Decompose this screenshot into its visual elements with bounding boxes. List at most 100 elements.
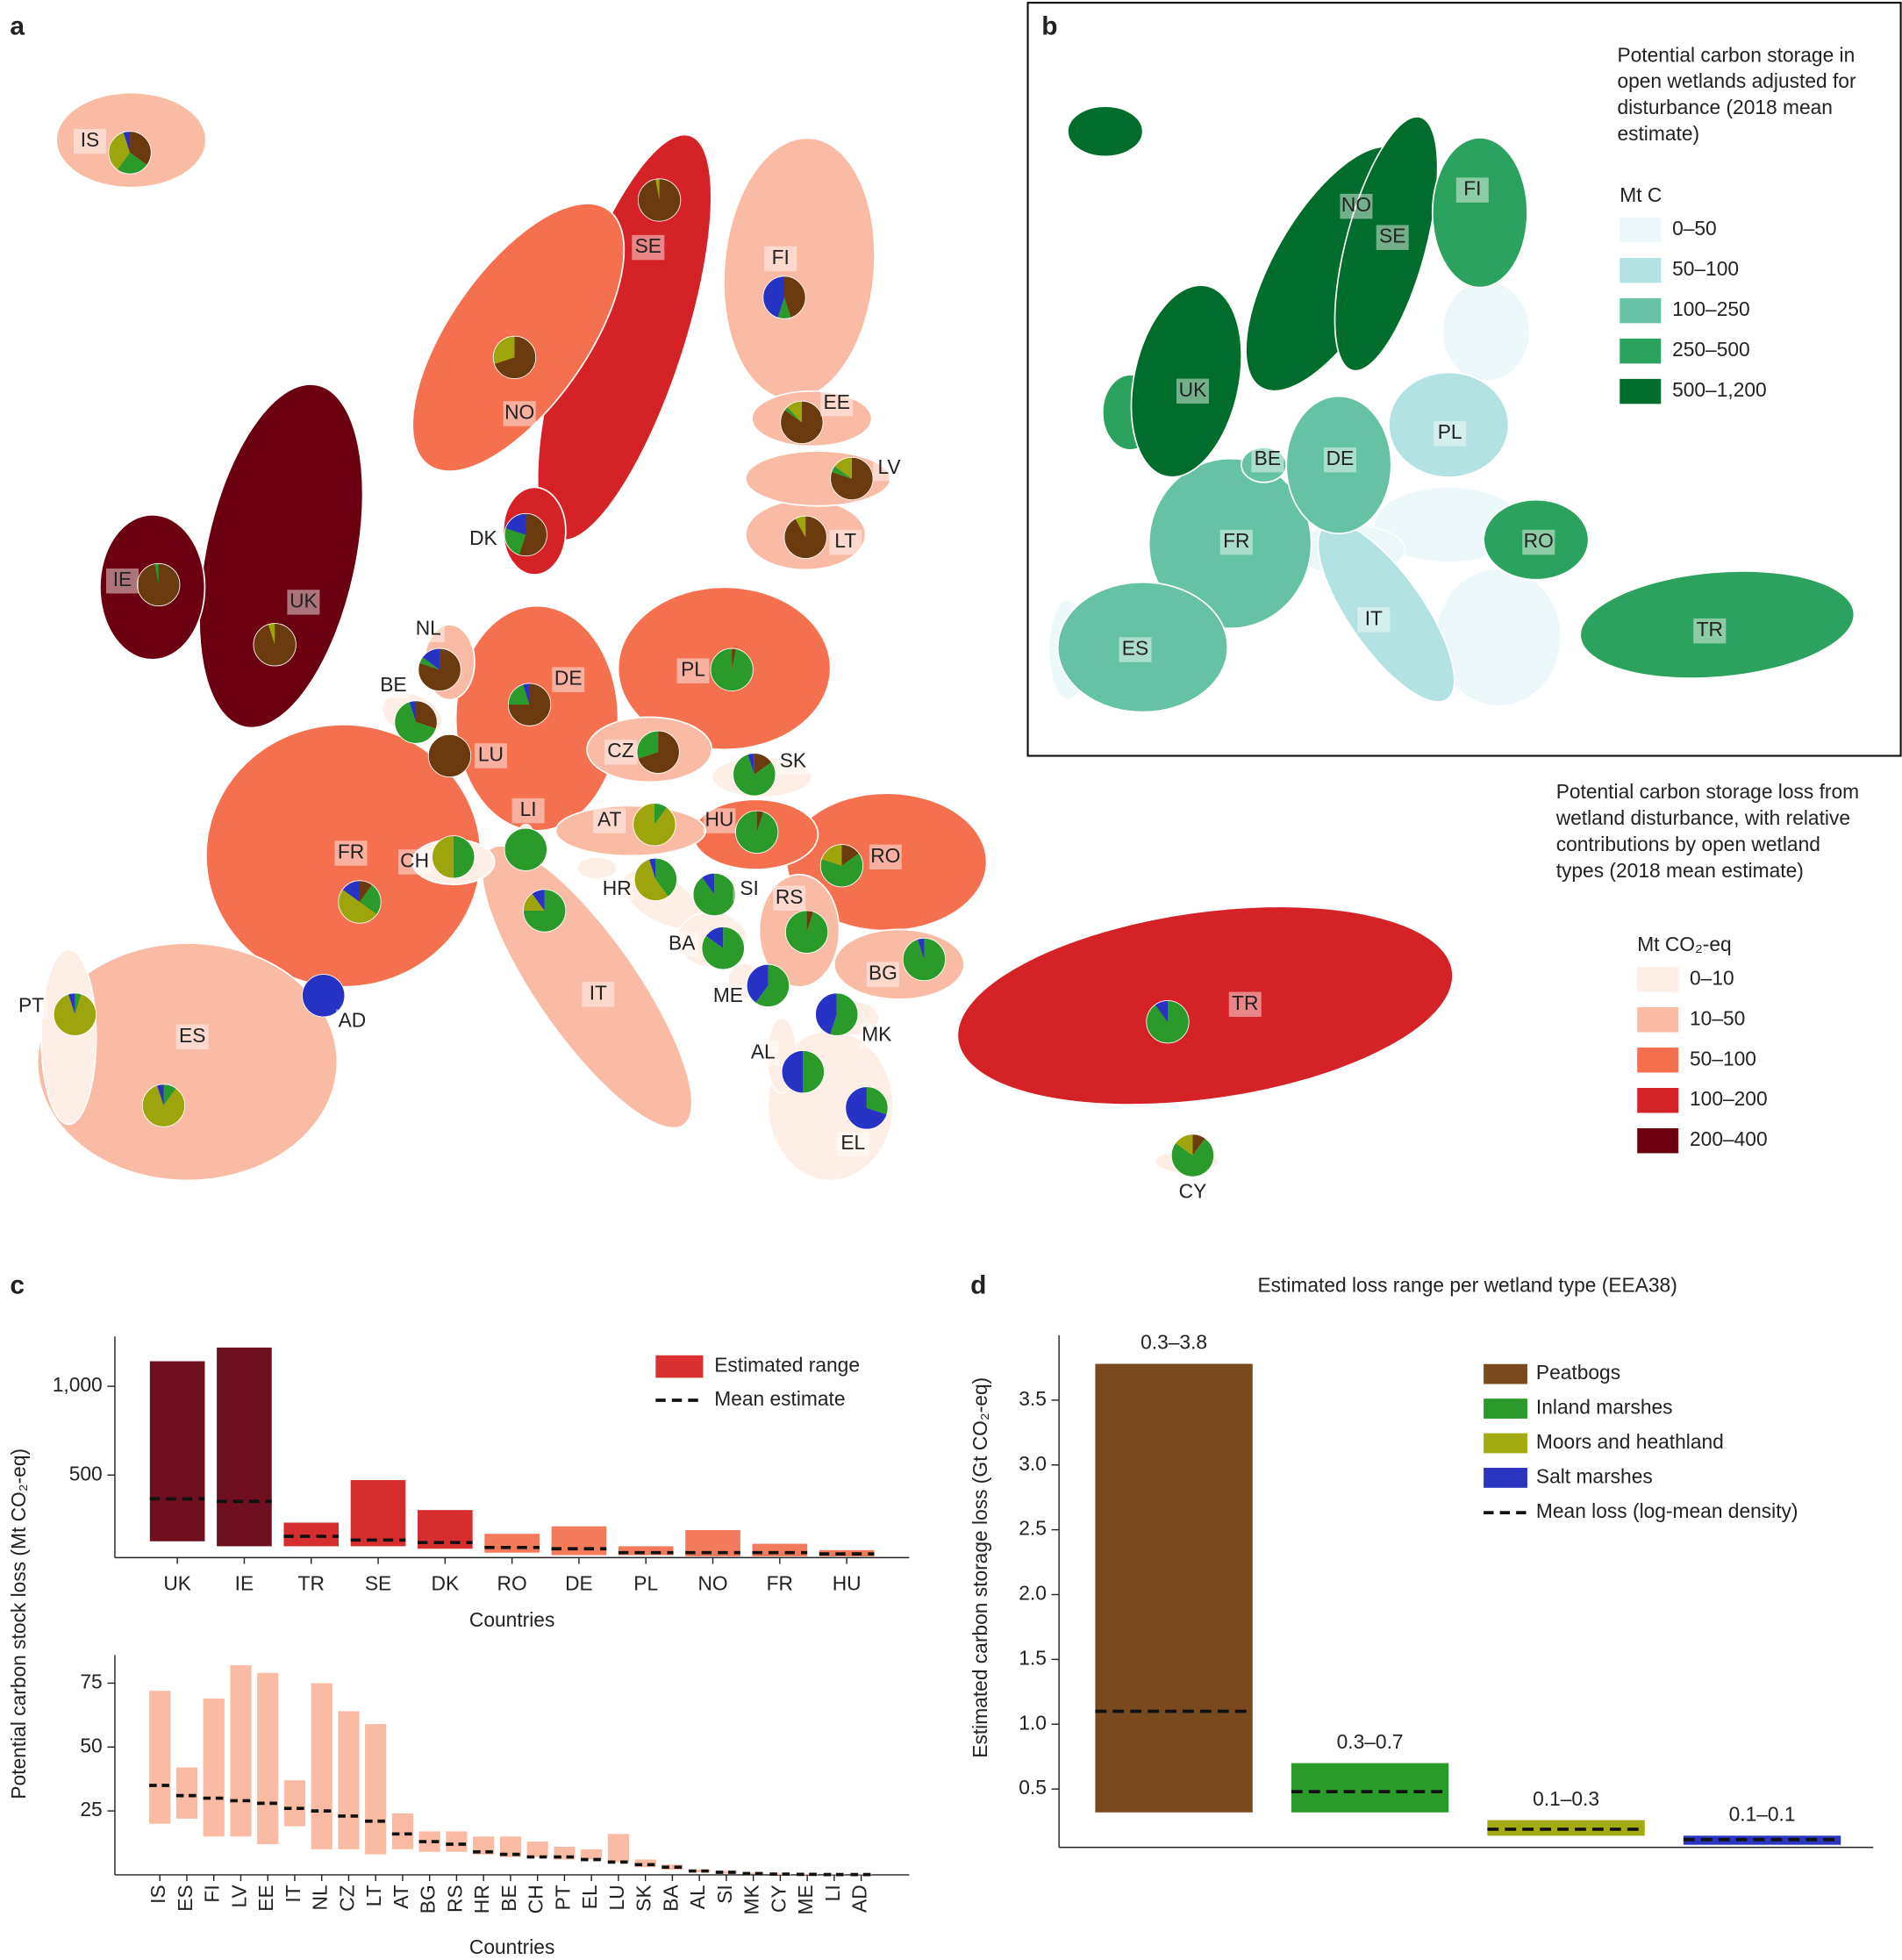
pie-slice [733, 754, 776, 797]
label-bg [676, 658, 710, 683]
pie-slice [633, 803, 676, 846]
x-tick-label: CZ [335, 1885, 358, 1911]
pie-slice [831, 466, 852, 479]
legend-swatch [1484, 1398, 1527, 1419]
range-bar [484, 1534, 540, 1553]
x-tick-label: ME [794, 1885, 817, 1914]
label-bg [866, 962, 899, 987]
pie-slice [903, 938, 946, 981]
country-shape [1148, 457, 1312, 630]
x-tick-label: FI [201, 1885, 224, 1902]
label-bg [820, 390, 854, 417]
label-bg [860, 1023, 893, 1048]
country-label: MK [862, 1022, 891, 1045]
pie-slice [163, 1084, 176, 1106]
legend-swatch [1620, 338, 1662, 364]
label-bg [105, 568, 139, 594]
label-bg [1251, 447, 1284, 473]
pie-outline [394, 700, 438, 744]
pie-slice [494, 336, 536, 379]
pie-slice [732, 648, 736, 670]
x-tick-label: DK [432, 1572, 460, 1595]
legend-label: Estimated range [714, 1354, 860, 1377]
country-label: RO [870, 844, 900, 867]
pie-slice [815, 992, 837, 1035]
y-tick-label: 1.5 [1019, 1646, 1047, 1669]
x-tick-label: MK [740, 1885, 763, 1914]
legend-swatch [1620, 297, 1662, 324]
legend-title: open wetlands adjusted for [1617, 69, 1856, 92]
x-tick-label: LI [821, 1885, 844, 1901]
pie-slice [338, 889, 377, 924]
label-bg [829, 529, 862, 555]
pie-outline [637, 178, 682, 222]
country-label: IT [590, 981, 607, 1004]
range-bar [689, 1870, 711, 1873]
pie-slice [654, 803, 668, 825]
legend-label: 50–100 [1690, 1047, 1756, 1069]
pie-slice [638, 178, 681, 222]
y-tick-label: 50 [80, 1734, 102, 1756]
pie-slice [655, 178, 660, 201]
legend-swatch [1484, 1468, 1527, 1488]
pie-slice [253, 623, 297, 666]
pie-slice [416, 700, 438, 729]
x-axis-label: Countries [469, 1608, 554, 1631]
y-axis-label: Estimated carbon storage loss (Gt CO₂-eq… [969, 1377, 991, 1758]
pie-slice [845, 1086, 887, 1130]
pie-outline [137, 562, 181, 607]
pie-outline [633, 857, 677, 902]
x-tick-label: AL [686, 1885, 709, 1909]
pie-outline [819, 844, 864, 888]
country-label: IE [113, 568, 132, 590]
pie-slice [108, 132, 131, 170]
country-label: FI [772, 246, 790, 268]
x-tick-label: DE [565, 1572, 593, 1595]
land [1067, 105, 1144, 157]
legend-label: 10–50 [1690, 1006, 1745, 1029]
label-bg [665, 932, 698, 957]
pie-slice [702, 873, 715, 895]
label-bg [467, 526, 500, 553]
legend-swatch [1620, 257, 1662, 283]
range-bar [607, 1834, 630, 1863]
x-tick-label: UK [163, 1572, 191, 1595]
pie-outline [1146, 1000, 1190, 1044]
x-tick-label: RS [443, 1885, 466, 1913]
x-axis-label: Countries [469, 1935, 554, 1958]
legend-label: Salt marshes [1536, 1464, 1653, 1487]
legend-swatch [1620, 378, 1662, 404]
pie-outline [504, 512, 547, 557]
pie-slice [409, 700, 417, 723]
range-bar [283, 1780, 306, 1827]
legend-swatch [1637, 967, 1679, 992]
pie-slice [75, 992, 82, 1015]
legend-label: 0–10 [1690, 966, 1734, 989]
pie-slice [359, 884, 382, 915]
land [1441, 280, 1531, 383]
country-label: RS [776, 885, 804, 908]
pie-outline [504, 827, 547, 871]
range-bar [365, 1724, 387, 1855]
x-tick-label: LT [362, 1885, 385, 1906]
label-bg [15, 994, 48, 1019]
label-bg [73, 128, 106, 154]
country-label: SI [740, 876, 759, 899]
legend-swatch [1637, 1007, 1679, 1033]
legend-swatch [1620, 217, 1662, 243]
country-shape [576, 855, 619, 881]
x-tick-label: FR [767, 1572, 793, 1595]
legend-swatch [1637, 1087, 1679, 1113]
label-bg [1522, 529, 1555, 555]
country-label: BE [380, 673, 406, 696]
x-tick-label: SE [365, 1572, 391, 1595]
pie-slice [866, 1086, 889, 1115]
legend-swatch [1637, 1127, 1679, 1154]
legend-title: types (2018 mean estimate) [1556, 859, 1804, 882]
range-bar [581, 1849, 603, 1860]
label-bg [600, 876, 633, 903]
pie-slice [756, 811, 764, 833]
x-tick-label: CY [767, 1885, 790, 1913]
range-bar [1291, 1763, 1449, 1813]
pie-slice [1146, 1000, 1190, 1043]
